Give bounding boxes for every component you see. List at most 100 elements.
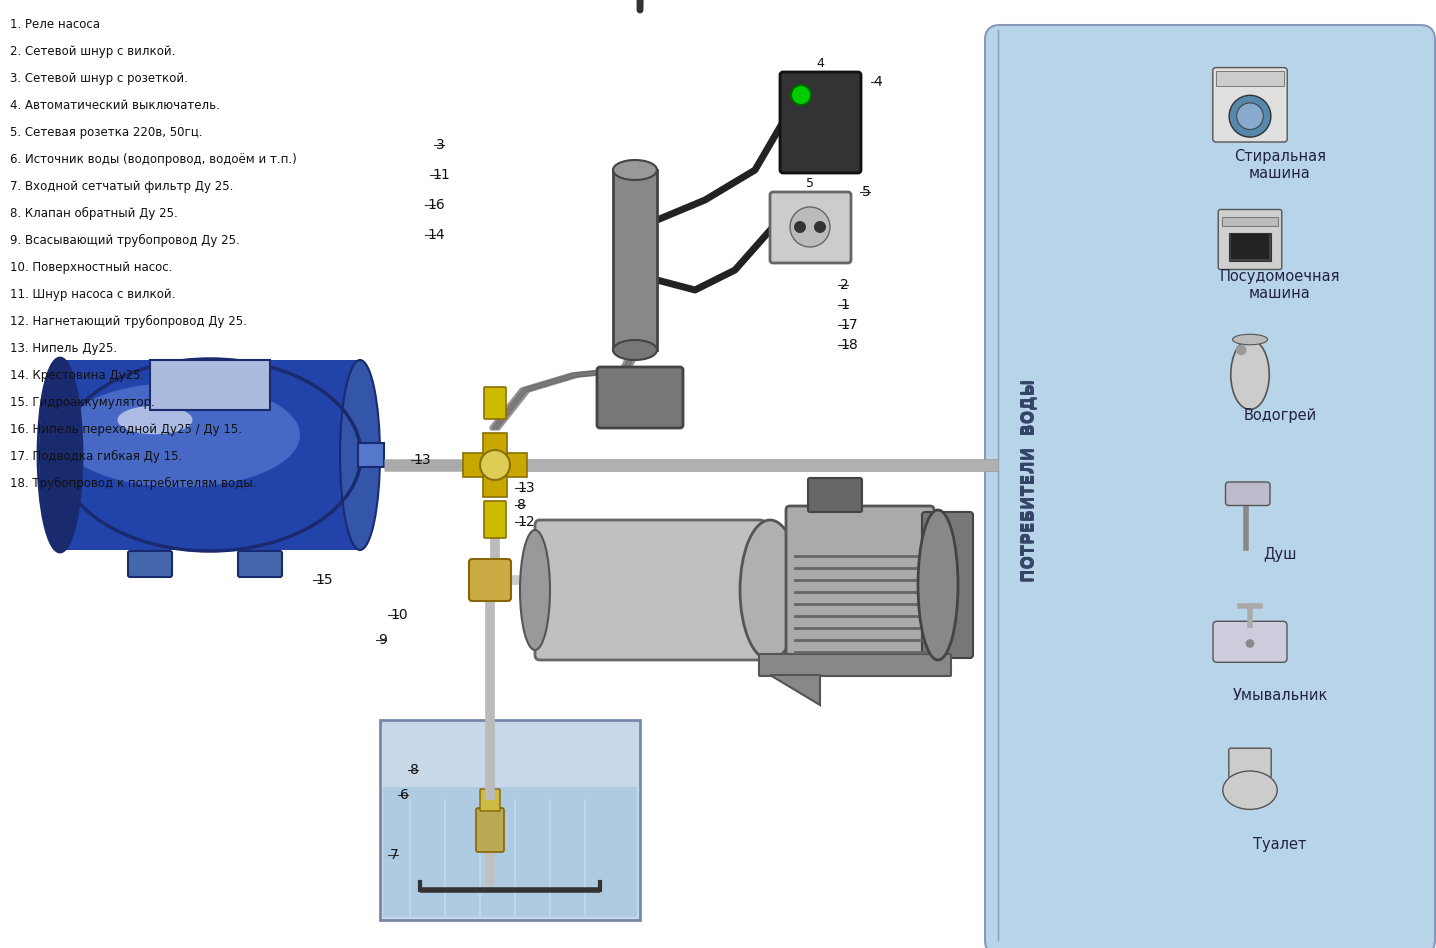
Text: 9. Всасывающий трубопровод Ду 25.: 9. Всасывающий трубопровод Ду 25. (10, 234, 240, 247)
Text: 2: 2 (840, 278, 849, 292)
Bar (1216, 70, 1284, 86)
Ellipse shape (60, 383, 300, 487)
Bar (149, 360, 270, 410)
Text: 17. Подводка гибкая Ду 15.: 17. Подводка гибкая Ду 15. (10, 450, 182, 463)
Text: 16. Нипель переходной Ду25 / Ду 15.: 16. Нипель переходной Ду25 / Ду 15. (10, 423, 243, 436)
Ellipse shape (790, 207, 830, 247)
Text: 15. Гидроаккумулятор.: 15. Гидроаккумулятор. (10, 396, 155, 409)
Text: 15: 15 (314, 573, 333, 587)
Ellipse shape (740, 520, 800, 660)
Bar (613, 170, 658, 350)
Bar (381, 720, 640, 920)
FancyBboxPatch shape (760, 654, 951, 676)
Text: 14: 14 (426, 228, 445, 242)
Circle shape (791, 85, 811, 105)
FancyBboxPatch shape (808, 478, 862, 512)
Text: 4: 4 (816, 57, 824, 69)
Circle shape (1236, 345, 1246, 356)
Text: 16: 16 (426, 198, 445, 212)
Text: 14. Крестовина Ду25.: 14. Крестовина Ду25. (10, 369, 144, 382)
Text: ПОТРЕБИТЕЛИ  ВОДЫ: ПОТРЕБИТЕЛИ ВОДЫ (1022, 378, 1037, 582)
Circle shape (480, 450, 510, 480)
Polygon shape (770, 675, 820, 705)
Text: 8. Клапан обратный Ду 25.: 8. Клапан обратный Ду 25. (10, 207, 178, 220)
FancyBboxPatch shape (985, 25, 1435, 948)
Text: 10. Поверхностный насос.: 10. Поверхностный насос. (10, 261, 172, 274)
FancyBboxPatch shape (238, 551, 281, 577)
Text: 8: 8 (517, 498, 526, 512)
Text: 4: 4 (873, 75, 882, 89)
FancyBboxPatch shape (770, 192, 852, 263)
FancyBboxPatch shape (484, 501, 505, 538)
FancyBboxPatch shape (1225, 482, 1269, 505)
Text: 7: 7 (391, 848, 399, 862)
Text: 7. Входной сетчатый фильтр Ду 25.: 7. Входной сетчатый фильтр Ду 25. (10, 180, 234, 193)
Text: Водогрей: Водогрей (1244, 408, 1317, 423)
FancyBboxPatch shape (597, 367, 684, 428)
Text: 10: 10 (391, 608, 408, 622)
Text: 1. Реле насоса: 1. Реле насоса (10, 18, 101, 31)
Text: Душ: Душ (1264, 548, 1297, 562)
Text: 11: 11 (432, 168, 449, 182)
Ellipse shape (520, 530, 550, 650)
Text: 4. Автоматический выключатель.: 4. Автоматический выключатель. (10, 99, 220, 112)
FancyBboxPatch shape (475, 808, 504, 852)
Text: 12: 12 (517, 515, 534, 529)
Text: 17: 17 (840, 318, 857, 332)
Circle shape (814, 221, 826, 233)
Text: 1: 1 (840, 298, 849, 312)
Bar (1229, 232, 1271, 261)
Text: 18: 18 (840, 338, 857, 352)
FancyBboxPatch shape (480, 789, 500, 811)
Text: 5: 5 (862, 185, 870, 199)
Text: 6. Источник воды (водопровод, водоём и т.п.): 6. Источник воды (водопровод, водоём и т… (10, 153, 297, 166)
Text: 3: 3 (437, 138, 445, 152)
Bar (383, 787, 638, 917)
FancyBboxPatch shape (1229, 748, 1271, 777)
FancyBboxPatch shape (922, 512, 974, 658)
Text: 9: 9 (378, 633, 386, 647)
Bar (358, 443, 383, 467)
Text: 13: 13 (414, 453, 431, 467)
FancyBboxPatch shape (484, 387, 505, 419)
Text: Посудомоечная
машина: Посудомоечная машина (1219, 269, 1340, 301)
FancyBboxPatch shape (1218, 210, 1282, 269)
Text: ПОТРЕБИТЕЛИ  ВОДЫ: ПОТРЕБИТЕЛИ ВОДЫ (1021, 378, 1035, 582)
Text: 3. Сетевой шнур с розеткой.: 3. Сетевой шнур с розеткой. (10, 72, 188, 85)
FancyBboxPatch shape (470, 559, 511, 601)
Bar (462, 453, 527, 477)
Ellipse shape (40, 360, 80, 550)
Text: 5. Сетевая розетка 220в, 50гц.: 5. Сетевая розетка 220в, 50гц. (10, 126, 202, 139)
Text: 2. Сетевой шнур с вилкой.: 2. Сетевой шнур с вилкой. (10, 45, 175, 58)
Circle shape (1236, 103, 1264, 130)
Text: 12. Нагнетающий трубопровод Ду 25.: 12. Нагнетающий трубопровод Ду 25. (10, 315, 247, 328)
Ellipse shape (1223, 771, 1277, 810)
Text: Стиральная
машина: Стиральная машина (1234, 149, 1325, 181)
Ellipse shape (613, 160, 658, 180)
Ellipse shape (1231, 339, 1269, 410)
Text: 13. Нипель Ду25.: 13. Нипель Ду25. (10, 342, 118, 355)
Text: 13: 13 (517, 481, 534, 495)
Text: Умывальник: Умывальник (1232, 687, 1328, 702)
Circle shape (1245, 639, 1254, 647)
Text: 6: 6 (401, 788, 409, 802)
FancyBboxPatch shape (536, 520, 765, 660)
FancyBboxPatch shape (1213, 67, 1287, 142)
Ellipse shape (1232, 335, 1268, 345)
FancyBboxPatch shape (780, 72, 862, 173)
Bar (60, 360, 360, 550)
Text: 11. Шнур насоса с вилкой.: 11. Шнур насоса с вилкой. (10, 288, 175, 301)
Text: 18. Трубопровод к потребителям воды.: 18. Трубопровод к потребителям воды. (10, 477, 257, 490)
Bar (1222, 217, 1278, 226)
Circle shape (1229, 96, 1271, 137)
Ellipse shape (918, 510, 958, 660)
Circle shape (794, 221, 806, 233)
Ellipse shape (613, 340, 658, 360)
Text: 8: 8 (411, 763, 419, 777)
Bar (1231, 234, 1269, 259)
Ellipse shape (340, 360, 381, 550)
Text: 5: 5 (806, 176, 814, 190)
FancyBboxPatch shape (128, 551, 172, 577)
Bar (482, 433, 507, 497)
Text: Туалет: Туалет (1254, 837, 1307, 852)
